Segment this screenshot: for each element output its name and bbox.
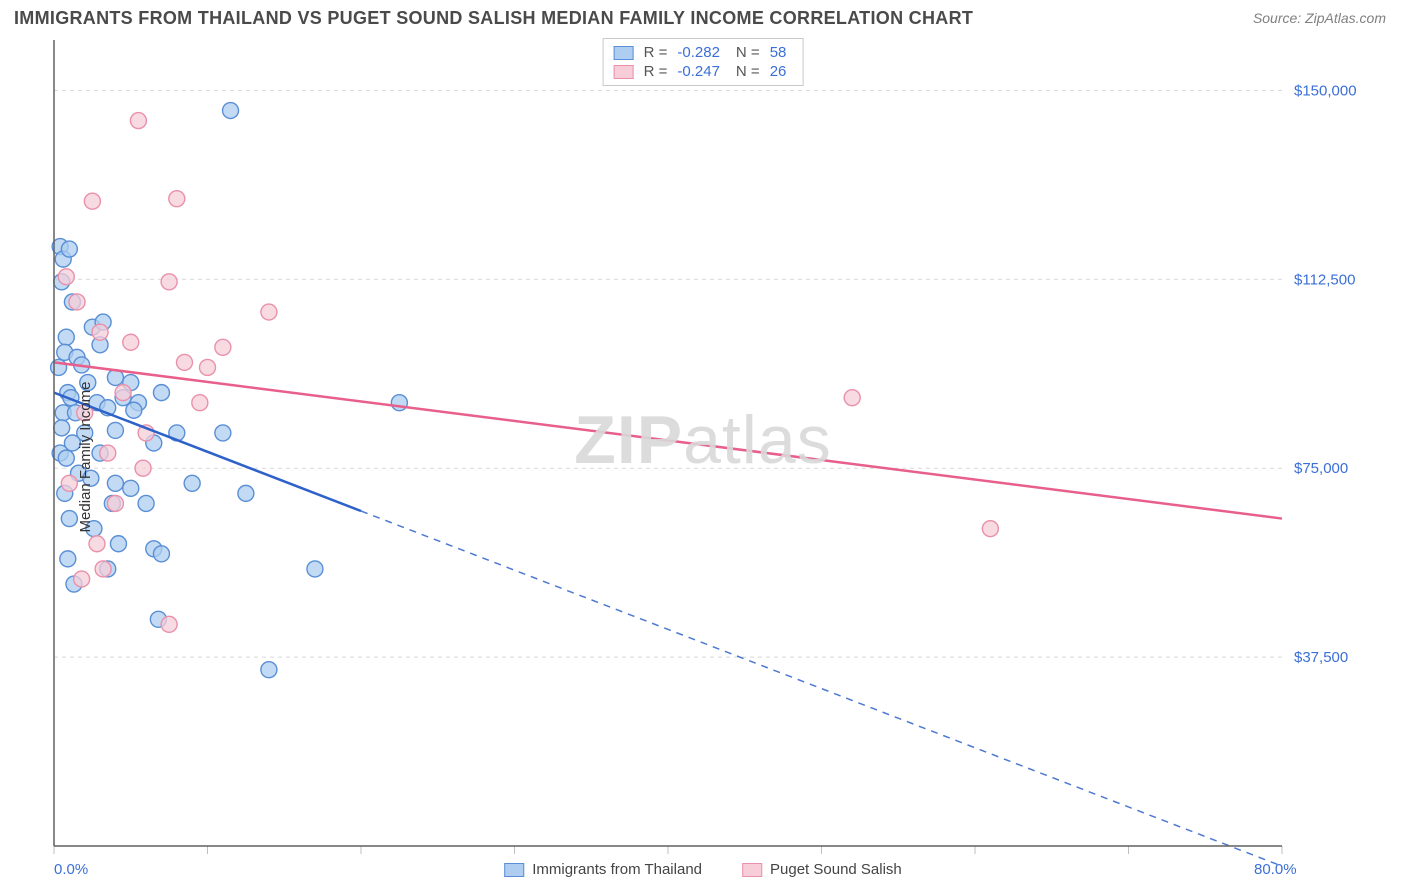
series-legend: Immigrants from Thailand Puget Sound Sali… xyxy=(504,861,902,878)
chart-container: Median Family Income $37,500 $75,000 $112,… xyxy=(14,36,1392,878)
stats-legend: R = -0.282 N = 58 R = -0.247 N = 26 xyxy=(603,38,804,86)
svg-text:$37,500: $37,500 xyxy=(1294,649,1348,666)
x-axis-min-label: 0.0% xyxy=(54,861,88,878)
legend-item: Immigrants from Thailand xyxy=(504,861,702,878)
n-label: N = xyxy=(736,44,760,61)
x-axis-max-label: 80.0% xyxy=(1254,861,1297,878)
r-label: R = xyxy=(644,44,668,61)
scatter-plot: $37,500 $75,000 $112,500 $150,000 xyxy=(14,36,1392,878)
legend-item: Puget Sound Salish xyxy=(742,861,902,878)
n-value: 26 xyxy=(770,63,793,80)
n-label: N = xyxy=(736,63,760,80)
y-axis-label: Median Family Income xyxy=(77,382,94,533)
page-title: IMMIGRANTS FROM THAILAND VS PUGET SOUND … xyxy=(14,8,973,29)
r-value: -0.247 xyxy=(677,63,726,80)
n-value: 58 xyxy=(770,44,793,61)
legend-label: Immigrants from Thailand xyxy=(532,861,702,878)
svg-text:$75,000: $75,000 xyxy=(1294,460,1348,477)
legend-label: Puget Sound Salish xyxy=(770,861,902,878)
r-value: -0.282 xyxy=(677,44,726,61)
source-label: Source: ZipAtlas.com xyxy=(1253,8,1386,26)
legend-swatch xyxy=(614,46,634,60)
svg-text:$112,500: $112,500 xyxy=(1294,271,1355,288)
legend-swatch xyxy=(742,863,762,877)
r-label: R = xyxy=(644,63,668,80)
svg-text:$150,000: $150,000 xyxy=(1294,82,1357,99)
stats-row: R = -0.282 N = 58 xyxy=(614,43,793,62)
stats-row: R = -0.247 N = 26 xyxy=(614,62,793,81)
legend-swatch xyxy=(614,65,634,79)
legend-swatch xyxy=(504,863,524,877)
